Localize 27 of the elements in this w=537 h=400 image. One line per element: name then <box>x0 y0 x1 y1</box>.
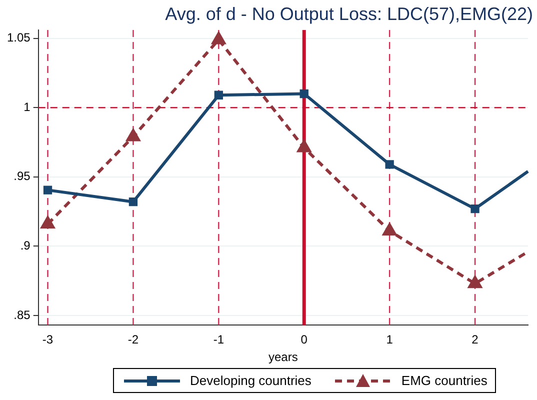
x-tick-label: -3 <box>42 332 54 347</box>
point <box>43 186 52 194</box>
point <box>468 276 482 288</box>
point <box>385 160 394 169</box>
point <box>382 223 396 236</box>
legend-label: Developing countries <box>190 373 312 388</box>
y-tick-label: .95 <box>14 169 31 184</box>
y-tick-label: .9 <box>20 238 31 253</box>
x-axis-title: years <box>268 350 298 364</box>
x-tick-label: -1 <box>213 332 224 347</box>
point <box>41 216 54 229</box>
y-tick-label: 1.05 <box>6 30 31 45</box>
point <box>128 198 138 206</box>
point <box>300 89 308 98</box>
y-tick-label: 1 <box>24 100 31 114</box>
x-tick-label: 1 <box>386 332 394 347</box>
x-tick-label: 0 <box>300 332 308 347</box>
point <box>470 204 480 214</box>
point <box>214 90 223 100</box>
point <box>212 32 226 44</box>
y-tick-label: .85 <box>14 308 31 322</box>
x-tick-label: 2 <box>472 332 479 347</box>
point <box>297 140 311 152</box>
point <box>126 129 140 142</box>
chart-title: Avg. of d - No Output Loss: LDC(57),EMG(22) <box>165 4 533 25</box>
legend-label: EMG countries <box>401 373 488 388</box>
x-tick-label: -2 <box>128 332 139 347</box>
